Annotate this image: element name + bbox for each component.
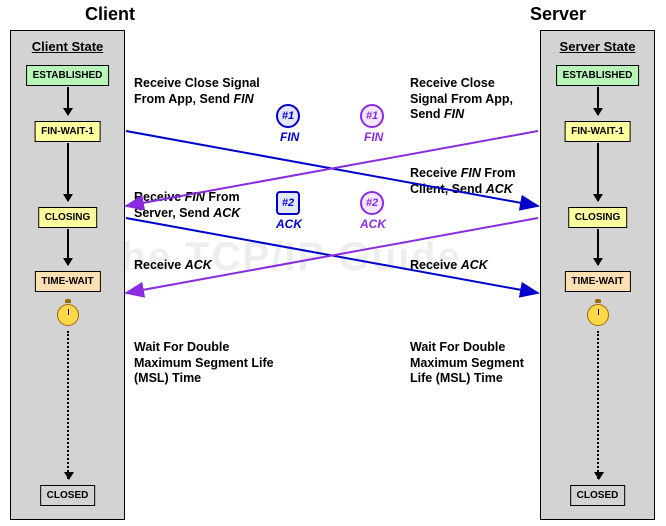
server-action-4: Wait For Double Maximum Segment Life (MS… — [410, 340, 540, 387]
arrow-icon — [67, 143, 69, 201]
state-timewait: TIME-WAIT — [564, 271, 630, 292]
label-client-fin: FIN — [280, 130, 299, 144]
label-server-ack: ACK — [360, 217, 386, 231]
badge-client-ack: #2 — [276, 191, 300, 215]
server-panel: Server State ESTABLISHED FIN-WAIT-1 CLOS… — [540, 30, 655, 520]
client-action-1: Receive Close Signal From App, Send FIN — [134, 76, 264, 107]
badge-client-fin: #1 — [276, 104, 300, 128]
arrow-icon — [67, 229, 69, 265]
timer-icon — [587, 304, 609, 326]
state-established: ESTABLISHED — [26, 65, 110, 86]
client-state-header: Client State — [11, 39, 124, 54]
state-closed: CLOSED — [40, 485, 96, 506]
server-action-1: Receive Close Signal From App, Send FIN — [410, 76, 535, 123]
state-closing: CLOSING — [38, 207, 98, 228]
server-title: Server — [530, 4, 586, 25]
server-action-2: Receive FIN From Client, Send ACK — [410, 166, 540, 197]
client-action-3: Receive ACK — [134, 258, 212, 274]
state-closed: CLOSED — [570, 485, 626, 506]
server-state-header: Server State — [541, 39, 654, 54]
arrow-icon — [597, 143, 599, 201]
label-server-fin: FIN — [364, 130, 383, 144]
badge-server-fin: #1 — [360, 104, 384, 128]
label-client-ack: ACK — [276, 217, 302, 231]
dotted-arrow-icon — [597, 331, 599, 479]
state-established: ESTABLISHED — [556, 65, 640, 86]
state-finwait1: FIN-WAIT-1 — [34, 121, 101, 142]
client-panel: Client State ESTABLISHED FIN-WAIT-1 CLOS… — [10, 30, 125, 520]
arrow-icon — [597, 229, 599, 265]
client-action-2: Receive FIN From Server, Send ACK — [134, 190, 284, 221]
timer-icon — [57, 304, 79, 326]
arrow-icon — [67, 87, 69, 115]
state-finwait1: FIN-WAIT-1 — [564, 121, 631, 142]
state-closing: CLOSING — [568, 207, 628, 228]
client-title: Client — [85, 4, 135, 25]
server-action-3: Receive ACK — [410, 258, 488, 274]
badge-server-ack: #2 — [360, 191, 384, 215]
client-action-4: Wait For Double Maximum Segment Life (MS… — [134, 340, 284, 387]
dotted-arrow-icon — [67, 331, 69, 479]
state-timewait: TIME-WAIT — [34, 271, 100, 292]
arrow-icon — [597, 87, 599, 115]
